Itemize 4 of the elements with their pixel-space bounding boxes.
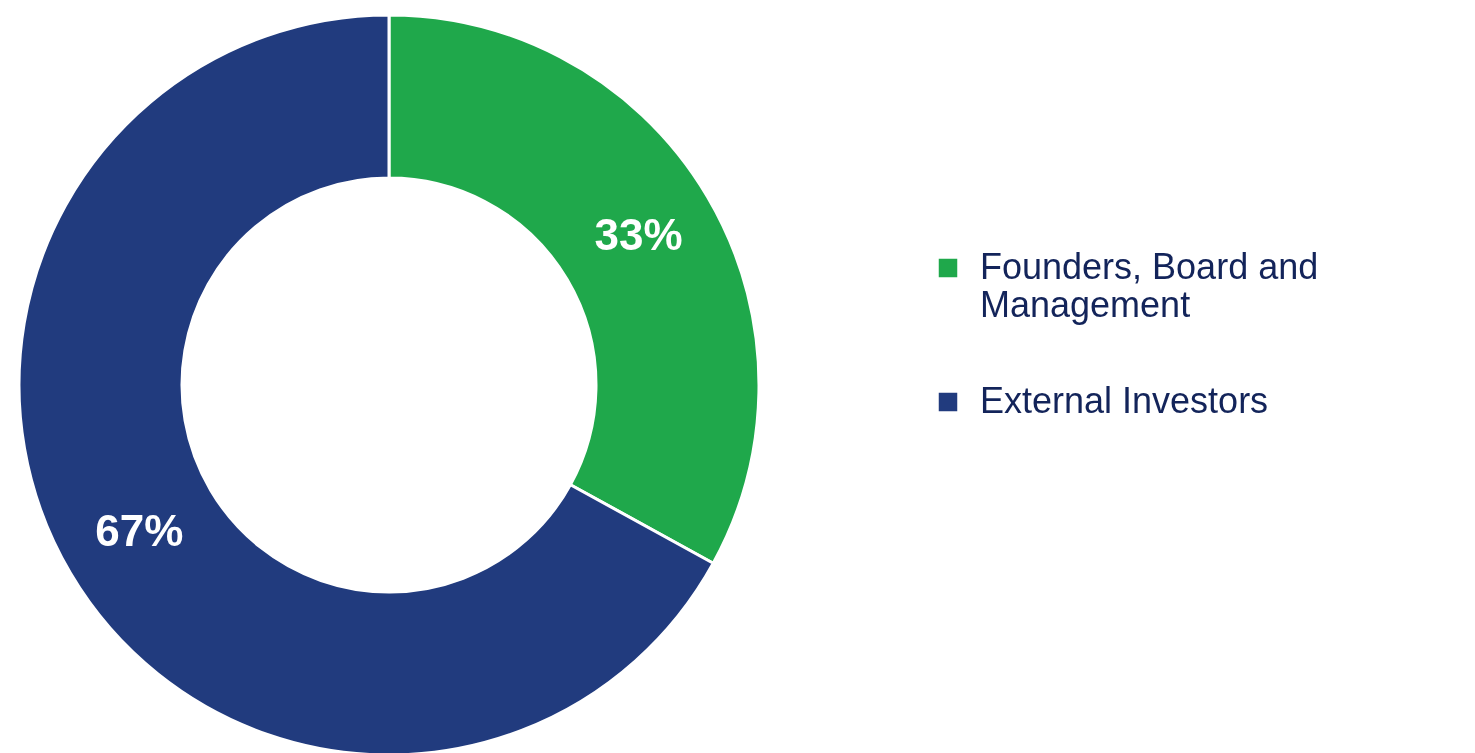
legend-label: External Investors [980,380,1269,421]
data-label: 33% [594,210,683,260]
legend-label: Founders, Board and Management [980,246,1319,325]
data-label: 67% [95,505,184,555]
